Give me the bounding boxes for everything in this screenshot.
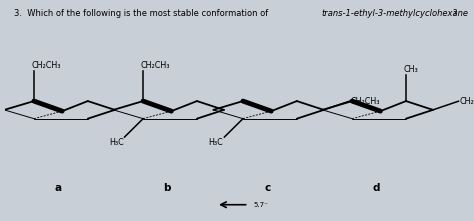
Text: CH₂CH₃: CH₂CH₃: [32, 61, 61, 70]
Text: b: b: [164, 183, 171, 193]
Text: CH₂CH₃: CH₂CH₃: [460, 97, 474, 106]
Text: CH₂CH₃: CH₂CH₃: [141, 61, 170, 70]
Text: a: a: [55, 183, 62, 193]
Text: H₃C: H₃C: [209, 138, 223, 147]
Text: H₃C: H₃C: [109, 138, 124, 147]
Text: CH₃: CH₃: [404, 65, 419, 74]
Text: 3.  Which of the following is the most stable conformation of: 3. Which of the following is the most st…: [14, 9, 271, 18]
Text: trans-1-ethyl-3-methylcyclohexane: trans-1-ethyl-3-methylcyclohexane: [322, 9, 469, 18]
Text: CH₂CH₃: CH₂CH₃: [351, 97, 380, 106]
Text: d: d: [373, 183, 380, 193]
Text: c: c: [264, 183, 270, 193]
Text: ?: ?: [453, 9, 457, 18]
Text: 5.7⁻: 5.7⁻: [253, 202, 268, 208]
